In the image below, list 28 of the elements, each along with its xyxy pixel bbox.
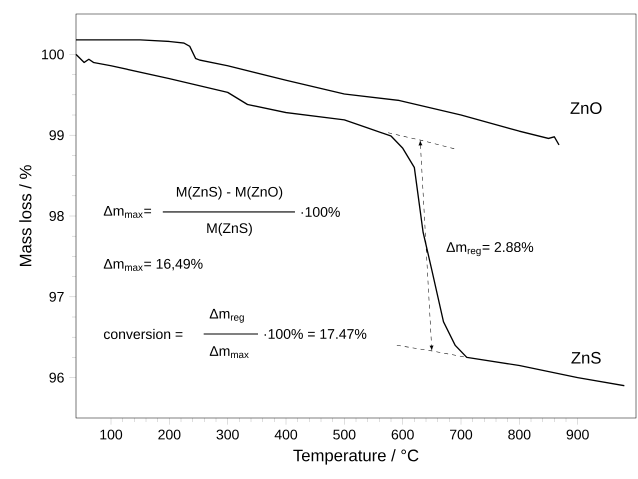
- annotation: M(ZnS): [207, 222, 252, 236]
- annotation: Δm$_{max}$: [210, 346, 249, 358]
- series-label: ZnO: [570, 102, 602, 114]
- x-axis-title: Temperature / °C: [293, 449, 418, 465]
- x-tick-label: 600: [392, 430, 414, 440]
- y-tick-label: 99: [49, 130, 64, 140]
- annotation: ·100% = 17.47%: [264, 329, 366, 339]
- x-tick-label: 300: [216, 430, 239, 440]
- annotation: Δm$_{reg}$= 2.88%: [446, 242, 534, 256]
- annotation: conversion =: [104, 328, 182, 340]
- y-tick-label: 97: [49, 292, 64, 302]
- x-tick-label: 200: [158, 430, 180, 440]
- annotation: ·100%: [302, 207, 340, 217]
- y-tick-label: 96: [49, 372, 64, 383]
- annotation: Δm$_{reg}$: [210, 308, 244, 323]
- y-tick-label: 100: [42, 49, 64, 60]
- x-tick-label: 400: [274, 430, 298, 440]
- x-tick-label: 800: [508, 430, 530, 440]
- y-tick-label: 98: [49, 211, 64, 221]
- annotation: Δm$_{max}$= 16,49%: [104, 258, 203, 271]
- annotation: Δm$_{max}$=: [104, 206, 152, 218]
- x-tick-label: 900: [566, 430, 589, 440]
- x-tick-label: 100: [100, 430, 122, 440]
- series-label: ZnS: [571, 352, 601, 364]
- x-tick-label: 700: [450, 430, 472, 440]
- annotation: M(ZnS) - M(ZnO): [176, 186, 282, 200]
- x-tick-label: 500: [333, 430, 356, 440]
- y-axis-title: Mass loss / %: [19, 165, 32, 266]
